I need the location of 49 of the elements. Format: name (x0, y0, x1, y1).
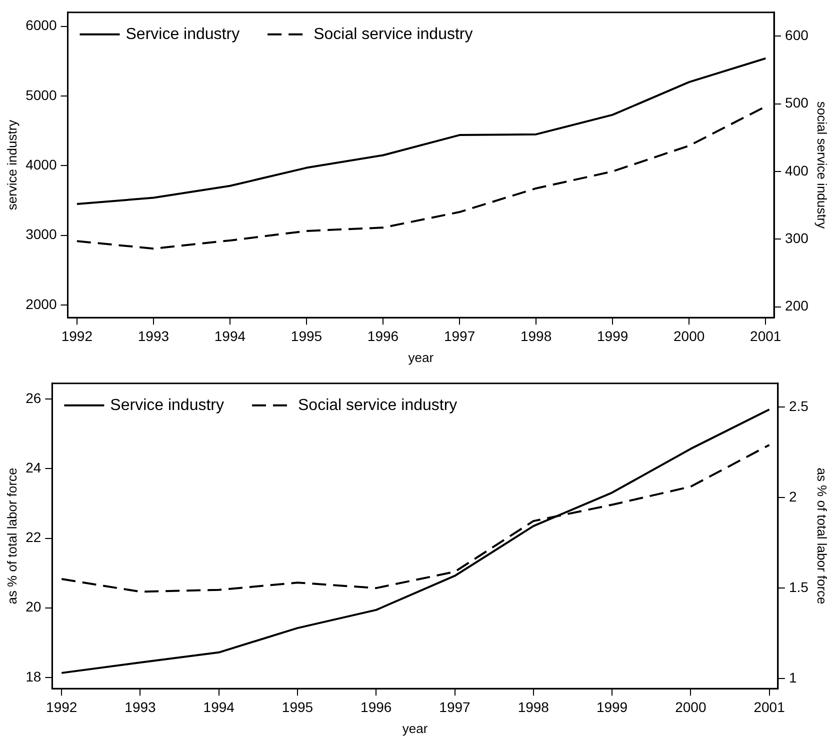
x-axis-title: year (402, 720, 428, 736)
y-tick-label: 18 (26, 668, 42, 684)
y2-tick-label: 300 (785, 230, 809, 246)
x-tick-label: 1996 (360, 698, 392, 715)
y2-tick-label: 1.5 (788, 578, 809, 595)
y2-tick-label: 600 (785, 26, 809, 43)
y-tick-label: 6000 (26, 17, 57, 34)
legend-label: Social service industry (298, 396, 458, 414)
y2-axis-title: as % of total labor force (814, 468, 830, 604)
x-tick-label: 1998 (518, 698, 550, 715)
x-tick-label: 2000 (674, 328, 705, 344)
x-tick-label: 1993 (124, 698, 156, 715)
x-tick-label: 1992 (61, 328, 93, 344)
x-tick-label: 1995 (282, 698, 314, 715)
y-tick-label: 2000 (26, 296, 57, 312)
y2-tick-label: 200 (785, 298, 809, 314)
legend-label: Social service industry (314, 26, 473, 43)
y2-tick-label: 1 (788, 669, 797, 686)
x-tick-label: 1997 (444, 328, 476, 344)
x-tick-label: 2000 (675, 698, 706, 715)
x-tick-label: 1998 (520, 328, 552, 344)
y-tick-label: 22 (26, 529, 42, 546)
x-tick-label: 1997 (439, 698, 471, 715)
y-tick-label: 24 (26, 460, 42, 476)
x-tick-label: 2001 (750, 328, 782, 344)
x-tick-label: 1993 (138, 328, 170, 344)
x-tick-label: 2001 (754, 698, 786, 715)
y-tick-label: 26 (26, 390, 42, 406)
y-tick-label: 5000 (26, 86, 57, 103)
y2-tick-label: 2 (788, 488, 797, 504)
x-tick-label: 1999 (596, 698, 628, 715)
y-tick-label: 4000 (26, 156, 57, 173)
y2-axis-title: social service industry (814, 101, 830, 230)
y-tick-label: 20 (26, 598, 42, 615)
x-tick-label: 1994 (214, 328, 246, 344)
y2-tick-label: 2.5 (788, 398, 809, 414)
x-tick-label: 1995 (290, 328, 322, 344)
x-tick-label: 1996 (367, 328, 399, 344)
y2-tick-label: 500 (785, 94, 809, 111)
y2-tick-label: 400 (785, 162, 809, 178)
legend-label: Service industry (110, 396, 224, 414)
x-tick-label: 1994 (203, 698, 235, 715)
x-tick-label: 1999 (597, 328, 628, 344)
x-tick-label: 1992 (46, 698, 78, 715)
legend-label: Service industry (126, 26, 240, 43)
x-axis-title: year (408, 350, 434, 365)
y-axis-title: service industry (4, 119, 20, 210)
y-axis-title: as % of total labor force (4, 468, 20, 604)
y-tick-label: 3000 (26, 226, 57, 242)
